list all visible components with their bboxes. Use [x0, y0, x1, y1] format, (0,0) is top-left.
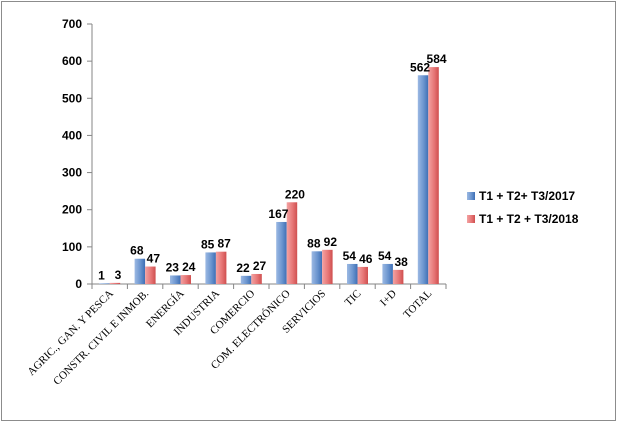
y-tick-label: 0	[75, 277, 82, 291]
data-label-series-1: 562	[410, 60, 430, 74]
bar-series-1	[240, 275, 252, 284]
data-label-series-2: 24	[182, 260, 196, 274]
data-label-series-2: 27	[253, 259, 267, 273]
data-label-series-1: 167	[268, 207, 288, 221]
y-tick-label: 500	[62, 91, 82, 105]
legend-label-series-2: T1 + T2 + T3/2018	[479, 212, 579, 226]
data-label-series-2: 3	[115, 268, 122, 282]
y-tick-label: 700	[62, 17, 82, 31]
data-label-series-2: 87	[217, 237, 231, 251]
data-label-series-1: 88	[307, 236, 321, 250]
bar-series-1	[311, 251, 323, 284]
data-label-series-2: 92	[324, 235, 338, 249]
data-label-series-1: 1	[98, 269, 105, 283]
legend-swatch-series-1	[467, 192, 475, 200]
y-tick-label: 100	[62, 240, 82, 254]
bar-series-2	[392, 269, 404, 284]
data-label-series-1: 54	[378, 249, 392, 263]
data-label-series-1: 23	[166, 260, 180, 274]
legend-swatch-series-2	[467, 215, 475, 223]
bar-series-2	[180, 275, 191, 284]
y-axis: 0 100 200 300 400 500 600 700	[62, 17, 93, 291]
bar-series-2	[428, 67, 439, 284]
bar-series-2	[357, 266, 368, 284]
y-tick-label: 600	[62, 54, 82, 68]
bar-series-2	[145, 266, 156, 284]
data-label-series-2: 220	[285, 187, 305, 201]
x-tick-label: I+D	[378, 288, 399, 309]
data-label-series-1: 22	[236, 261, 250, 275]
bar-series-1	[347, 263, 358, 284]
legend-label-series-1: T1 + T2+ T3/2017	[479, 189, 575, 203]
bars	[99, 67, 439, 284]
legend: T1 + T2+ T3/2017 T1 + T2 + T3/2018	[467, 189, 579, 226]
x-tick-label: TIC	[343, 288, 364, 309]
bar-series-1	[99, 283, 110, 284]
bar-series-2	[251, 273, 262, 284]
data-labels: 1 68 23 85 22 167 88 54 54 562 3 47 24 87 27 220 92 46 38 5…	[98, 52, 447, 283]
data-label-series-1: 85	[201, 237, 215, 251]
bar-series-2	[322, 249, 333, 284]
y-tick-label: 300	[62, 166, 82, 180]
data-label-series-1: 68	[130, 244, 144, 258]
y-tick-label: 200	[62, 203, 82, 217]
x-tick-label: TOTAL	[401, 287, 434, 320]
bar-series-2	[286, 202, 298, 284]
data-label-series-2: 584	[427, 52, 447, 66]
data-label-series-1: 54	[343, 249, 357, 263]
bar-series-1	[134, 258, 146, 284]
bar-series-2	[215, 251, 227, 284]
data-label-series-2: 47	[147, 252, 161, 266]
bar-series-1	[205, 252, 216, 284]
bar-series-1	[170, 275, 181, 284]
data-label-series-2: 46	[359, 252, 373, 266]
data-label-series-2: 38	[394, 255, 408, 269]
bar-series-2	[109, 282, 121, 284]
bar-series-1	[382, 263, 393, 284]
y-tick-label: 400	[62, 128, 82, 142]
bar-series-1	[417, 75, 429, 284]
bar-series-1	[276, 221, 287, 284]
